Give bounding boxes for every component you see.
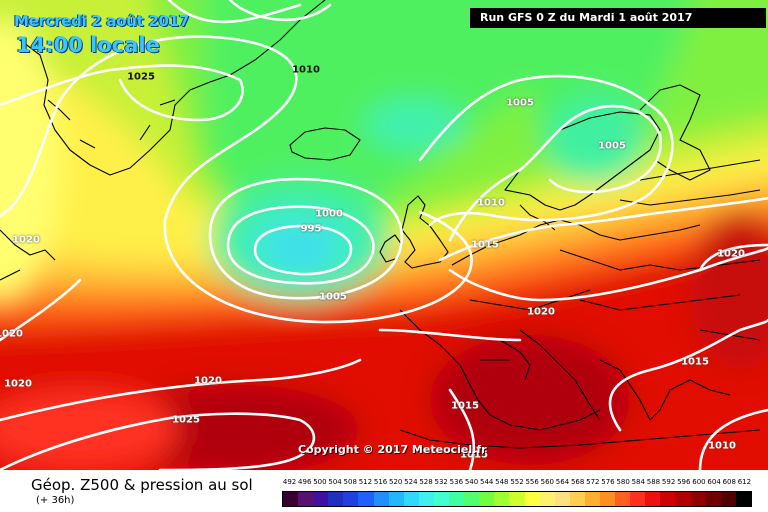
color-scale-tick: 496 xyxy=(298,478,312,486)
color-scale-tick: 560 xyxy=(540,478,554,486)
copyright-notice: Copyright © 2017 Meteociel.fr xyxy=(298,443,487,456)
coastlines xyxy=(0,0,761,449)
isobar-label: 1020 xyxy=(0,328,23,340)
isobar-label: 1000 xyxy=(315,208,343,220)
color-scale-swatch xyxy=(630,492,646,506)
color-scale-swatch xyxy=(403,492,419,506)
color-scale-tick: 512 xyxy=(358,478,373,486)
color-scale-tick: 592 xyxy=(661,478,676,486)
color-scale-swatch xyxy=(373,492,389,506)
color-scale-tick: 612 xyxy=(737,478,752,486)
color-scale-tick: 568 xyxy=(570,478,585,486)
color-scale-bar xyxy=(282,491,752,507)
model-run-label: Run GFS 0 Z du Mardi 1 août 2017 xyxy=(470,8,766,28)
z500-map xyxy=(0,0,768,470)
color-scale-swatch xyxy=(313,492,329,506)
color-scale-swatch xyxy=(388,492,404,506)
color-scale-swatch xyxy=(705,492,721,506)
color-scale-swatch xyxy=(343,492,359,506)
color-scale-swatch xyxy=(675,492,691,506)
color-scale-tick: 548 xyxy=(495,478,509,486)
color-scale-swatch xyxy=(328,492,344,506)
color-scale-swatch xyxy=(298,492,314,506)
color-scale-swatch xyxy=(509,492,525,506)
isobar-label: 1015 xyxy=(681,356,709,368)
color-scale-swatch xyxy=(358,492,374,506)
color-scale-swatch xyxy=(720,492,736,506)
color-scale-swatch xyxy=(569,492,585,506)
isobar-label: 1010 xyxy=(477,197,505,209)
color-scale-swatch xyxy=(494,492,510,506)
color-scale-tick: 528 xyxy=(419,478,433,486)
isobar-label: 1010 xyxy=(708,440,736,452)
color-scale-swatch xyxy=(283,492,299,506)
color-scale-tick: 504 xyxy=(328,478,342,486)
color-scale-tick: 520 xyxy=(389,478,403,486)
color-scale-tick: 508 xyxy=(343,478,357,486)
color-scale-swatch xyxy=(645,492,661,506)
isobar-label: 1015 xyxy=(460,449,488,461)
forecast-date: Mercredi 2 août 2017 xyxy=(14,12,189,30)
color-scale-tick: 584 xyxy=(631,478,645,486)
color-scale-ticks: 492 496 500 504 508 512 516 520 524 528 532 536 540 5… xyxy=(282,478,752,489)
color-scale-tick: 524 xyxy=(404,478,418,486)
color-scale-tick: 492 xyxy=(282,478,297,486)
isobars xyxy=(0,0,768,470)
isobar-label: 1015 xyxy=(471,239,499,251)
color-scale-swatch xyxy=(524,492,540,506)
isobar-label: 1005 xyxy=(506,97,534,109)
color-scale-tick: 588 xyxy=(646,478,661,486)
forecast-time: 14:00 locale xyxy=(16,33,160,57)
color-scale-tick: 532 xyxy=(434,478,448,486)
color-scale-swatch xyxy=(479,492,495,506)
color-scale-swatch xyxy=(554,492,570,506)
isobar-label: 1015 xyxy=(451,400,479,412)
isobar-label: 1025 xyxy=(127,71,155,83)
color-scale-tick: 544 xyxy=(479,478,494,486)
color-scale-swatch xyxy=(449,492,465,506)
isobar-label: 1010 xyxy=(292,64,320,76)
isobar-label: 1020 xyxy=(194,375,222,387)
color-scale-tick: 604 xyxy=(707,478,721,486)
color-scale-tick: 540 xyxy=(464,478,479,486)
color-scale-swatch xyxy=(660,492,676,506)
isobar-label: 1020 xyxy=(527,306,555,318)
color-scale-swatch xyxy=(433,492,450,506)
color-scale-tick: 608 xyxy=(722,478,736,486)
isobar-label: 1020 xyxy=(717,248,745,260)
color-scale-tick: 516 xyxy=(373,478,388,486)
isobar-label: 1005 xyxy=(319,291,347,303)
color-scale-tick: 556 xyxy=(525,478,539,486)
color-scale-tick: 536 xyxy=(449,478,464,486)
isobar-label: 1020 xyxy=(4,378,32,390)
color-scale-tick: 500 xyxy=(313,478,327,486)
color-scale-swatch xyxy=(735,492,751,506)
color-scale-swatch xyxy=(418,492,434,506)
isobar-label: 995 xyxy=(300,223,322,235)
color-scale-tick: 596 xyxy=(677,478,691,486)
legend-title: Géop. Z500 & pression au sol xyxy=(31,476,253,494)
color-scale-tick: 576 xyxy=(601,478,615,486)
color-scale-tick: 580 xyxy=(616,478,630,486)
color-scale-tick: 572 xyxy=(586,478,600,486)
isobar-label: 1025 xyxy=(172,414,200,426)
color-scale-swatch xyxy=(464,492,480,506)
color-scale-swatch xyxy=(690,492,706,506)
color-scale-swatch xyxy=(615,492,631,506)
color-scale-tick: 552 xyxy=(510,478,524,486)
forecast-offset: (+ 36h) xyxy=(36,495,75,506)
color-scale-swatch xyxy=(599,492,616,506)
color-scale-swatch xyxy=(584,492,600,506)
color-scale-tick: 600 xyxy=(692,478,706,486)
isobar-label: 1005 xyxy=(598,140,626,152)
isobar-label: 1020 xyxy=(12,234,40,246)
color-scale: 492 496 500 504 508 512 516 520 524 528 532 536 540 5… xyxy=(282,478,752,507)
color-scale-swatch xyxy=(539,492,555,506)
color-scale-tick: 564 xyxy=(555,478,570,486)
